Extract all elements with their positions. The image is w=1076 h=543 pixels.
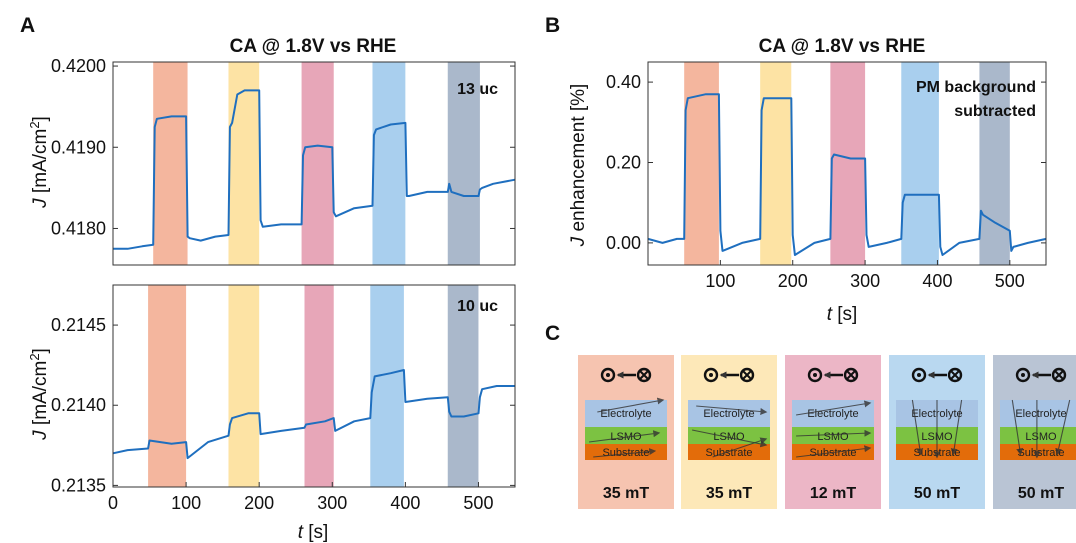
field-strength-label: 50 mT — [1018, 485, 1064, 502]
magnet-card-5: Electrolyte LSMO Substrate 50 mT — [993, 355, 1076, 509]
lsmo-layer — [688, 427, 770, 444]
electrolyte-layer — [585, 400, 667, 427]
chart-a-bottom-xtick-label: 500 — [463, 493, 493, 513]
magnet-orientation-icon — [1015, 367, 1067, 383]
chart-a-top-band-4 — [372, 62, 406, 265]
chart-b-xtick-label: 200 — [778, 271, 808, 291]
chart-b-xtick-label: 500 — [995, 271, 1025, 291]
chart-b-band-5 — [979, 62, 1010, 265]
chart-b-band-2 — [760, 62, 792, 265]
chart-a-bottom-band-4 — [370, 285, 404, 487]
chart-b-xtick-label: 400 — [922, 271, 952, 291]
chart-a-bottom-ytick-label: 0.2135 — [51, 475, 106, 495]
chart-a-xlabel: t [s] — [298, 522, 329, 543]
chart-b-band-3 — [830, 62, 866, 265]
chart-b-band-4 — [901, 62, 939, 265]
chart-a-bottom-xtick-label: 400 — [390, 493, 420, 513]
chart-b-ytick-label: 0.20 — [606, 152, 641, 172]
chart-a-top-band-2 — [228, 62, 260, 265]
chart-a-bottom-band-2 — [228, 285, 260, 487]
chart-a-bottom-band-3 — [304, 285, 334, 487]
field-strength-label: 35 mT — [603, 485, 649, 502]
chart-a-bottom-xtick-label: 100 — [171, 493, 201, 513]
chart-a-top-ytick-label: 0.4190 — [51, 137, 106, 157]
electrolyte-label: Electrolyte — [703, 408, 754, 420]
panel-letter-b: B — [545, 14, 560, 37]
chart-a-bottom-xtick-label: 0 — [108, 493, 118, 513]
chart-b-ylabel: J enhancement [%] — [568, 84, 589, 248]
field-lines — [589, 397, 665, 458]
magnet-orientation-icon — [600, 367, 652, 383]
layer-stack: Electrolyte LSMO Substrate — [1000, 400, 1076, 460]
chart-a-bottom-ylabel: J [mA/cm2] — [27, 348, 52, 441]
chart-a-bottom-xtick-label: 200 — [244, 493, 274, 513]
chart-b: 0.00 0.20 0.40 100 200 300 400 500 CA @ 1.8V v… — [568, 36, 1047, 325]
field-strength-label: 35 mT — [706, 485, 752, 502]
chart-a-bottom-ytick-label: 0.2140 — [51, 395, 106, 415]
magnet-orientation-icon — [807, 367, 859, 383]
chart-a-top-ylabel: J [mA/cm2] — [27, 116, 52, 209]
lsmo-layer — [1000, 427, 1076, 444]
field-lines — [691, 405, 768, 458]
electrolyte-label: Electrolyte — [1015, 408, 1066, 420]
chart-a-top-ytick-label: 0.4180 — [51, 218, 106, 238]
chart-b-annotation-line-1: PM background — [916, 79, 1036, 96]
chart-a-bottom-band-5 — [447, 285, 479, 487]
field-lines — [796, 400, 872, 458]
chart-a-top: 0.4180 0.4190 0.4200 CA @ 1.8V vs RHE 13 u… — [27, 36, 516, 266]
chart-b-annotation-line-2: subtracted — [954, 103, 1036, 120]
chart-a-top-band-3 — [301, 62, 334, 265]
substrate-label: Substrate — [1017, 447, 1064, 459]
magnet-orientation-icon — [911, 367, 963, 383]
substrate-label: Substrate — [602, 447, 649, 459]
electrolyte-label: Electrolyte — [807, 408, 858, 420]
panel-c-schematics: ElectrolyteLSMOSubstrate35 mTElectrolyte… — [578, 355, 1076, 509]
chart-a-top-frame — [112, 61, 516, 266]
chart-a-top-band-5 — [447, 62, 480, 265]
chart-b-xtick-label: 300 — [850, 271, 880, 291]
chart-a-top-band-1 — [153, 62, 188, 265]
chart-a-bottom-annotation: 10 uc — [457, 298, 498, 315]
chart-a-bottom-xtick-label: 300 — [317, 493, 347, 513]
panel-letter-c: C — [545, 322, 560, 345]
lsmo-layer — [792, 427, 874, 444]
chart-b-frame — [647, 61, 1047, 266]
electrolyte-label: Electrolyte — [600, 408, 651, 420]
field-strength-label: 12 mT — [810, 485, 856, 502]
chart-a-title: CA @ 1.8V vs RHE — [230, 36, 397, 57]
chart-b-xtick-label: 100 — [705, 271, 735, 291]
chart-b-ytick-label: 0.00 — [606, 233, 641, 253]
lsmo-label: LSMO — [1025, 431, 1057, 443]
magnet-card-1: ElectrolyteLSMOSubstrate35 mT — [578, 355, 674, 509]
substrate-label: Substrate — [705, 447, 752, 459]
chart-a-bottom-frame — [112, 284, 516, 488]
chart-a-bottom-series-line — [112, 369, 515, 460]
lsmo-label: LSMO — [817, 431, 849, 443]
chart-a-bottom-band-1 — [148, 285, 187, 487]
chart-b-series-line — [647, 93, 1047, 256]
field-lines — [911, 399, 963, 459]
chart-b-xlabel: t [s] — [827, 304, 858, 325]
magnet-orientation-icon — [703, 367, 755, 383]
chart-b-title: CA @ 1.8V vs RHE — [759, 36, 926, 57]
magnet-card-3: ElectrolyteLSMOSubstrate12 mT — [785, 355, 881, 509]
electrolyte-layer — [688, 400, 770, 427]
chart-b-ytick-label: 0.40 — [606, 72, 641, 92]
panel-letter-a: A — [20, 14, 35, 37]
field-lines — [1011, 399, 1071, 459]
chart-a-top-ytick-label: 0.4200 — [51, 56, 106, 76]
chart-a-top-annotation: 13 uc — [457, 81, 498, 98]
chart-a-bottom-ytick-label: 0.2145 — [51, 315, 106, 335]
field-strength-label: 50 mT — [914, 485, 960, 502]
chart-a-top-series-line — [113, 89, 516, 250]
chart-b-band-1 — [684, 62, 719, 265]
chart-a-bottom: 0.2135 0.2140 0.2145 0 100 200 300 400 500 10 u… — [27, 284, 516, 543]
